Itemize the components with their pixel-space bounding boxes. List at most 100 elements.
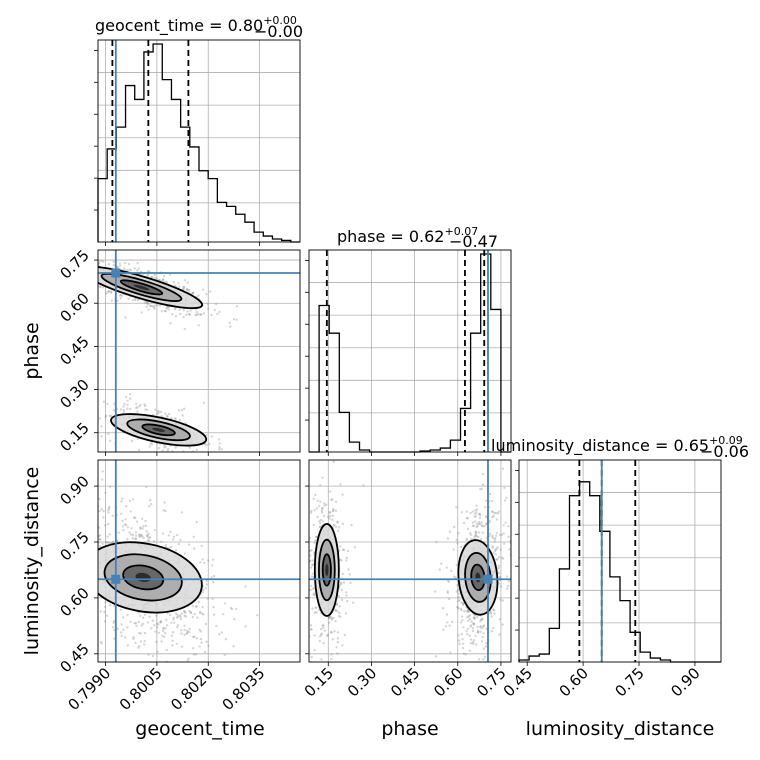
- sample-point: [462, 521, 466, 525]
- sample-point: [137, 646, 140, 649]
- sample-point: [341, 572, 345, 576]
- sample-point: [119, 293, 122, 297]
- sample-point: [135, 624, 138, 628]
- sample-point: [126, 399, 129, 402]
- sample-point: [206, 303, 210, 306]
- sample-point: [98, 262, 101, 265]
- sample-point: [461, 646, 465, 650]
- sample-point: [315, 606, 318, 609]
- xlabel-phase: phase: [381, 718, 438, 740]
- sample-point: [220, 448, 223, 451]
- sample-point: [477, 535, 480, 538]
- sample-point: [473, 616, 476, 619]
- sample-point: [112, 409, 116, 412]
- sample-point: [95, 546, 97, 548]
- sample-point: [318, 635, 322, 638]
- sample-point: [174, 284, 177, 287]
- sample-point: [93, 590, 95, 592]
- sample-point: [331, 510, 334, 513]
- sample-point: [83, 270, 85, 272]
- sample-point: [146, 274, 149, 278]
- sample-point: [203, 650, 207, 654]
- sample-point: [438, 568, 441, 571]
- sample-point: [479, 625, 482, 628]
- sample-point: [183, 614, 186, 617]
- sample-point: [95, 545, 97, 547]
- sample-point: [309, 559, 311, 562]
- sample-point: [78, 274, 80, 276]
- sample-point: [107, 541, 111, 544]
- sample-point: [119, 294, 122, 297]
- sample-point: [146, 301, 149, 304]
- sample-point: [87, 269, 89, 271]
- sample-point: [129, 393, 132, 396]
- sample-point: [211, 564, 214, 567]
- sample-point: [135, 402, 138, 405]
- sample-point: [235, 607, 238, 611]
- sample-point: [98, 260, 101, 263]
- sample-point: [94, 543, 96, 545]
- sample-point: [80, 575, 82, 577]
- sample-point: [491, 516, 494, 519]
- sample-point: [164, 280, 167, 283]
- sample-point: [153, 624, 156, 627]
- sample-point: [310, 627, 313, 631]
- sample-point: [229, 606, 233, 610]
- sample-point: [87, 584, 89, 586]
- sample-point: [144, 408, 147, 411]
- sample-point: [462, 642, 465, 645]
- sample-point: [235, 318, 238, 321]
- sample-point: [121, 525, 125, 528]
- sample-point: [480, 618, 484, 621]
- sample-point: [203, 561, 206, 565]
- sample-point: [110, 299, 113, 302]
- sample-point: [102, 400, 106, 403]
- sample-point: [177, 453, 179, 455]
- sample-point: [488, 492, 492, 496]
- sample-point: [62, 251, 64, 253]
- sample-point: [171, 450, 174, 452]
- sample-point: [208, 290, 212, 293]
- sample-point: [145, 530, 148, 533]
- sample-point: [191, 604, 194, 608]
- sample-point: [462, 602, 465, 606]
- sample-point: [194, 605, 198, 608]
- sample-point: [131, 298, 135, 302]
- sample-point: [343, 633, 347, 637]
- sample-point: [446, 590, 449, 593]
- sample-point: [157, 411, 160, 414]
- sample-point: [151, 619, 155, 622]
- sample-point: [98, 285, 101, 288]
- sample-point: [137, 620, 140, 624]
- sample-point: [315, 535, 318, 538]
- sample-point: [197, 313, 200, 316]
- sample-point: [471, 521, 474, 524]
- xlabel-luminosity-distance: luminosity_distance: [526, 718, 715, 740]
- sample-point: [126, 537, 129, 541]
- sample-point: [331, 518, 334, 522]
- sample-point: [98, 498, 101, 501]
- sample-point: [320, 627, 323, 631]
- sample-point: [132, 636, 135, 639]
- sample-point: [313, 509, 316, 512]
- sample-point: [200, 641, 203, 644]
- sample-point: [119, 264, 122, 267]
- sample-point: [106, 522, 110, 526]
- sample-point: [313, 541, 317, 545]
- sample-point: [143, 301, 146, 304]
- sample-point: [84, 556, 86, 558]
- sample-point: [86, 529, 88, 531]
- sample-point: [176, 533, 179, 537]
- sample-point: [328, 511, 331, 514]
- sample-point: [102, 516, 105, 519]
- sample-point: [126, 613, 129, 617]
- sample-point: [353, 546, 357, 549]
- sample-point: [128, 499, 132, 503]
- panel-bg-hist-phase: [309, 250, 511, 452]
- sample-point: [330, 631, 333, 634]
- sample-point: [88, 574, 90, 576]
- sample-point: [484, 515, 488, 518]
- sample-point: [198, 628, 201, 632]
- sample-point: [139, 614, 142, 617]
- sample-point: [337, 594, 340, 598]
